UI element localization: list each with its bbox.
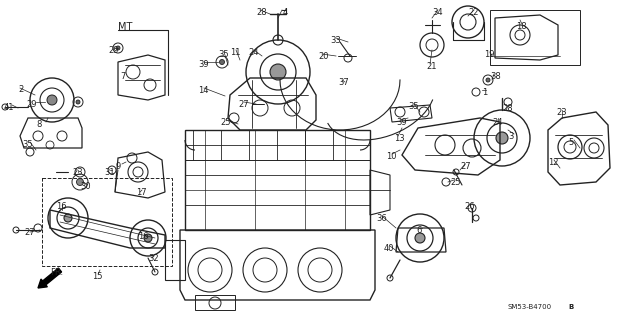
Text: 40: 40 (384, 244, 394, 253)
Text: 29: 29 (26, 100, 36, 109)
Text: 25: 25 (220, 118, 230, 127)
Text: 14: 14 (198, 86, 209, 95)
Text: 19: 19 (484, 50, 495, 59)
Text: 21: 21 (426, 62, 436, 71)
Text: 27: 27 (460, 162, 470, 171)
Circle shape (415, 233, 425, 243)
Text: 5: 5 (568, 138, 573, 147)
Circle shape (76, 100, 80, 104)
Circle shape (64, 214, 72, 222)
Text: 37: 37 (338, 78, 349, 87)
Bar (42, 178, 172, 266)
Text: 36: 36 (376, 214, 387, 223)
Text: 9: 9 (116, 162, 121, 171)
Text: 8: 8 (36, 120, 42, 129)
Text: 13: 13 (394, 134, 404, 143)
Text: 10: 10 (386, 152, 397, 161)
Text: 28: 28 (502, 104, 513, 113)
Circle shape (270, 64, 286, 80)
Text: SM53-B4700: SM53-B4700 (508, 304, 552, 310)
Text: 17: 17 (136, 188, 147, 197)
FancyArrow shape (38, 268, 61, 288)
Text: 18: 18 (516, 22, 527, 31)
Text: 26: 26 (464, 202, 475, 211)
Text: FR.: FR. (50, 268, 63, 277)
Text: 29: 29 (108, 46, 118, 55)
Text: 39: 39 (396, 118, 406, 127)
Text: 41: 41 (4, 103, 15, 112)
Text: 23: 23 (556, 108, 566, 117)
Circle shape (47, 95, 57, 105)
Text: 16: 16 (56, 202, 67, 211)
Text: 33: 33 (330, 36, 340, 45)
Text: 23: 23 (72, 168, 83, 177)
Text: 30: 30 (80, 182, 91, 191)
Circle shape (496, 132, 508, 144)
Text: 12: 12 (548, 158, 559, 167)
Text: 3: 3 (508, 132, 513, 141)
Text: 1: 1 (482, 88, 487, 97)
Text: 34: 34 (432, 8, 443, 17)
Text: 2: 2 (18, 85, 23, 94)
Circle shape (220, 60, 225, 64)
Text: B: B (568, 304, 573, 310)
Text: 20: 20 (318, 52, 328, 61)
Text: 35: 35 (408, 102, 419, 111)
Text: 35: 35 (22, 140, 33, 149)
Text: 4: 4 (283, 8, 288, 17)
Text: 27: 27 (24, 228, 35, 237)
Text: MT: MT (118, 22, 132, 32)
Text: 35: 35 (218, 50, 228, 59)
Circle shape (77, 179, 83, 186)
Text: 16: 16 (138, 232, 148, 241)
Bar (490, 10, 580, 65)
Circle shape (144, 234, 152, 242)
Text: 15: 15 (92, 272, 102, 281)
Circle shape (486, 78, 490, 82)
Text: 11: 11 (230, 48, 241, 57)
Text: 7: 7 (120, 72, 125, 81)
Text: 38: 38 (490, 72, 500, 81)
Text: 25: 25 (450, 178, 461, 187)
Text: 32: 32 (148, 254, 159, 263)
Text: 24: 24 (492, 118, 502, 127)
Text: 39: 39 (198, 60, 209, 69)
Text: 27: 27 (238, 100, 248, 109)
Text: 24: 24 (248, 48, 259, 57)
Text: 28: 28 (256, 8, 267, 17)
Circle shape (116, 46, 120, 50)
Text: 31: 31 (104, 168, 115, 177)
Text: 22: 22 (468, 8, 479, 17)
Text: 6: 6 (416, 226, 421, 235)
